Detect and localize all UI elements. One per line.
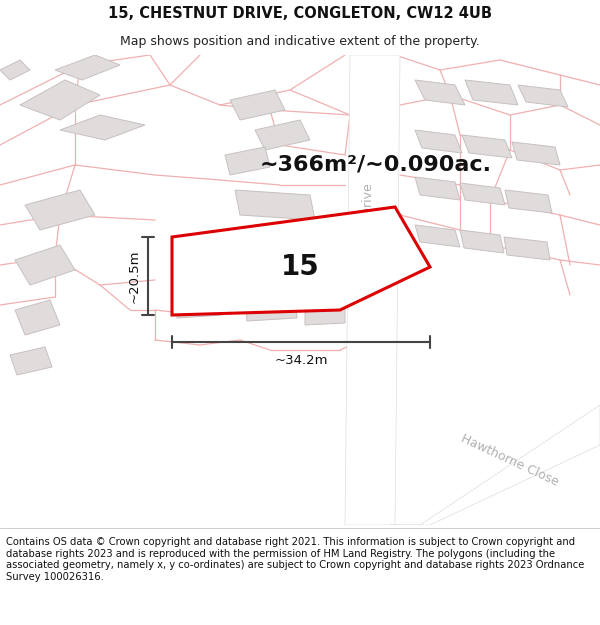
Polygon shape	[504, 237, 550, 260]
Polygon shape	[15, 245, 75, 285]
Polygon shape	[255, 120, 310, 150]
Polygon shape	[505, 190, 552, 213]
Polygon shape	[415, 80, 465, 105]
Text: Chestnut Drive: Chestnut Drive	[361, 183, 374, 277]
Text: ~20.5m: ~20.5m	[128, 249, 140, 302]
Text: Hawthorne Close: Hawthorne Close	[459, 432, 561, 488]
Polygon shape	[20, 80, 100, 120]
Polygon shape	[462, 135, 512, 158]
Polygon shape	[415, 130, 462, 153]
Polygon shape	[415, 225, 460, 247]
Polygon shape	[345, 55, 400, 525]
Polygon shape	[25, 190, 95, 230]
Polygon shape	[230, 90, 285, 120]
Text: 15, CHESTNUT DRIVE, CONGLETON, CW12 4UB: 15, CHESTNUT DRIVE, CONGLETON, CW12 4UB	[108, 6, 492, 21]
Polygon shape	[235, 190, 315, 220]
Text: ~34.2m: ~34.2m	[274, 354, 328, 366]
Polygon shape	[15, 300, 60, 335]
Polygon shape	[512, 142, 560, 165]
Polygon shape	[10, 347, 52, 375]
Polygon shape	[460, 230, 504, 253]
Polygon shape	[175, 297, 222, 318]
Polygon shape	[415, 177, 460, 200]
Polygon shape	[518, 85, 568, 107]
Polygon shape	[305, 305, 345, 325]
Polygon shape	[390, 405, 600, 525]
Polygon shape	[465, 80, 518, 105]
Text: ~366m²/~0.090ac.: ~366m²/~0.090ac.	[260, 155, 492, 175]
Text: Map shows position and indicative extent of the property.: Map shows position and indicative extent…	[120, 35, 480, 48]
Polygon shape	[60, 115, 145, 140]
Text: 15: 15	[281, 253, 319, 281]
Polygon shape	[245, 300, 297, 321]
Polygon shape	[460, 183, 505, 205]
Polygon shape	[172, 207, 430, 315]
Polygon shape	[225, 147, 270, 175]
Text: Contains OS data © Crown copyright and database right 2021. This information is : Contains OS data © Crown copyright and d…	[6, 537, 584, 582]
Polygon shape	[55, 55, 120, 80]
Polygon shape	[0, 60, 30, 80]
